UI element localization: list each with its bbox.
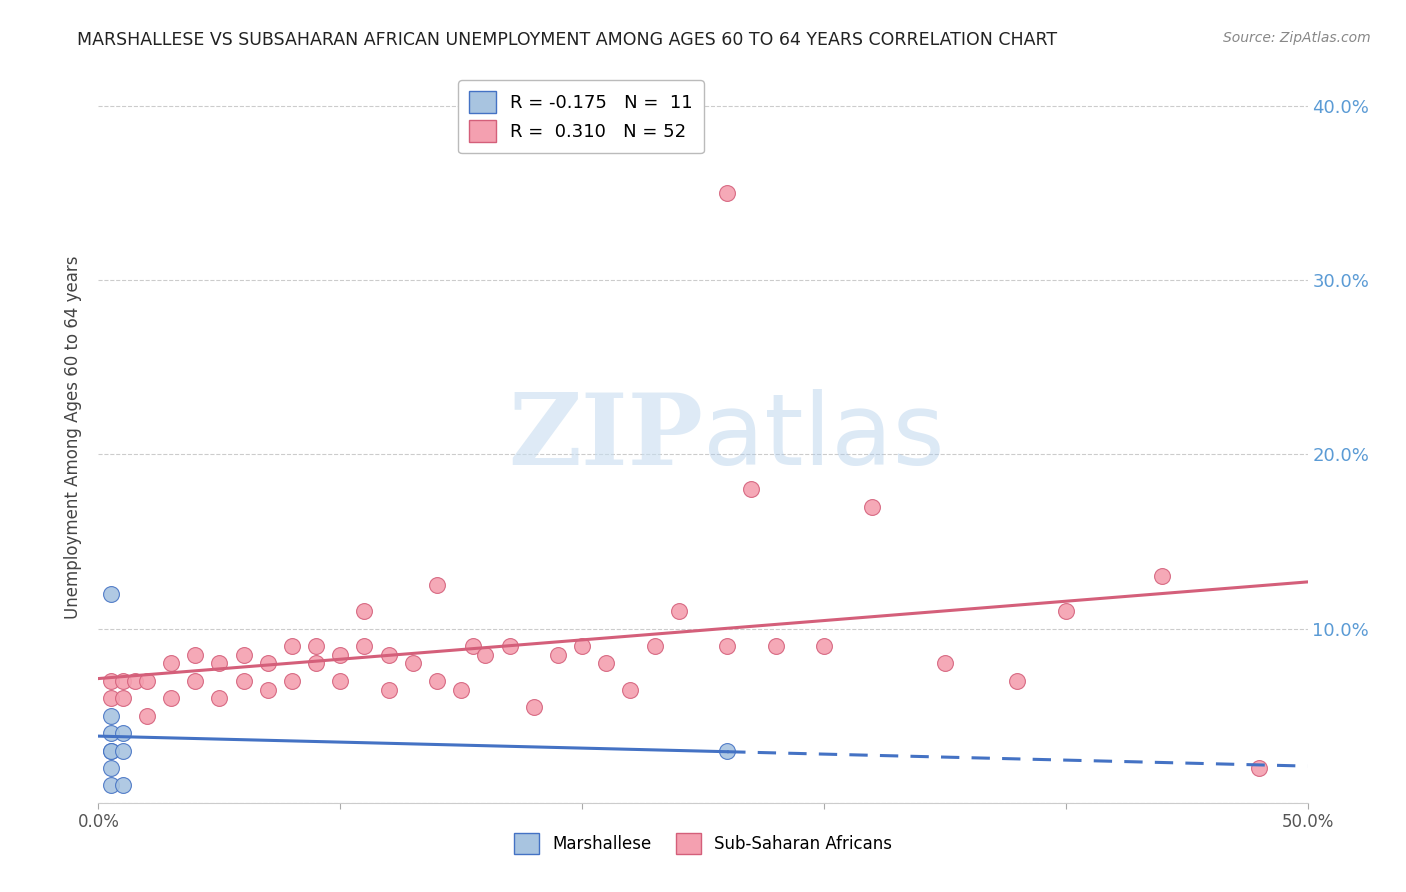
Point [353,639,375,653]
Point [595,657,617,671]
Point [111,691,134,706]
Point [765,639,787,653]
Point [135,673,157,688]
Point [305,639,328,653]
Point [377,682,399,697]
Point [1007,673,1029,688]
Point [111,726,134,740]
Y-axis label: Unemployment Among Ages 60 to 64 years: Unemployment Among Ages 60 to 64 years [65,255,83,619]
Point [100,726,122,740]
Point [571,639,593,653]
Point [716,186,738,201]
Text: ZIP: ZIP [508,389,703,485]
Legend: Marshallese, Sub-Saharan Africans: Marshallese, Sub-Saharan Africans [508,827,898,860]
Point [716,639,738,653]
Point [426,578,449,592]
Text: Source: ZipAtlas.com: Source: ZipAtlas.com [1223,31,1371,45]
Point [329,673,352,688]
Point [135,708,157,723]
Point [463,639,485,653]
Point [377,648,399,662]
Point [160,657,183,671]
Point [281,673,304,688]
Point [100,587,122,601]
Point [208,657,231,671]
Point [498,639,520,653]
Point [100,743,122,757]
Point [813,639,835,653]
Point [100,743,122,757]
Point [934,657,956,671]
Text: atlas: atlas [703,389,945,485]
Point [232,648,254,662]
Point [1054,604,1077,618]
Point [860,500,883,514]
Point [426,673,449,688]
Point [353,604,375,618]
Point [619,682,641,697]
Point [329,648,352,662]
Point [124,673,146,688]
Point [1152,569,1174,583]
Point [111,743,134,757]
Point [668,604,690,618]
Point [305,657,328,671]
Point [160,691,183,706]
Point [523,700,546,714]
Point [100,778,122,792]
Point [100,673,122,688]
Point [547,648,569,662]
Point [100,708,122,723]
Point [740,483,762,497]
Point [100,761,122,775]
Point [111,778,134,792]
Point [450,682,472,697]
Text: MARSHALLESE VS SUBSAHARAN AFRICAN UNEMPLOYMENT AMONG AGES 60 TO 64 YEARS CORRELA: MARSHALLESE VS SUBSAHARAN AFRICAN UNEMPL… [77,31,1057,49]
Point [716,743,738,757]
Point [644,639,666,653]
Point [474,648,496,662]
Point [208,691,231,706]
Point [111,673,134,688]
Point [184,648,207,662]
Point [256,682,278,697]
Point [232,673,254,688]
Point [184,673,207,688]
Point [281,639,304,653]
Point [100,691,122,706]
Point [402,657,425,671]
Point [1249,761,1271,775]
Point [256,657,278,671]
